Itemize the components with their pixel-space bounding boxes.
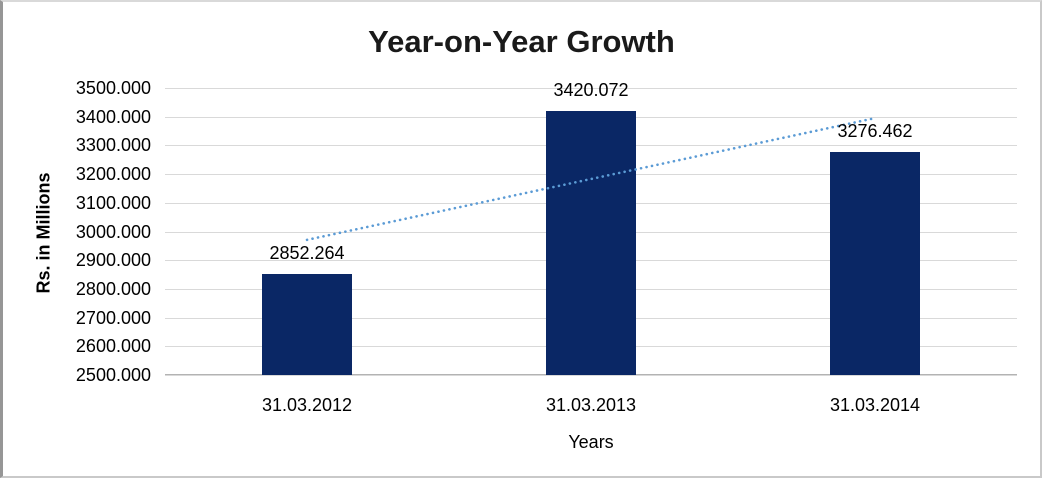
y-tick-label: 3100.000	[75, 192, 151, 213]
bar	[546, 110, 636, 375]
gridline	[165, 88, 1017, 89]
x-tick-label: 31.03.2014	[829, 395, 921, 415]
y-tick-label: 3300.000	[75, 135, 151, 156]
y-tick-label: 3500.000	[75, 78, 151, 98]
bar-value-label: 3420.072	[553, 79, 629, 100]
y-tick-label: 3400.000	[75, 106, 151, 127]
y-tick-label: 3000.000	[75, 221, 151, 242]
x-tick-label: 31.03.2013	[545, 395, 637, 415]
bar-value-label: 3276.462	[837, 121, 913, 142]
x-axis-title: Years	[568, 432, 614, 452]
bar	[830, 152, 920, 375]
y-tick-label: 2900.000	[75, 250, 151, 271]
bar-value-label: 2852.264	[269, 242, 345, 263]
bar	[262, 273, 352, 375]
y-tick-label: 3200.000	[75, 164, 151, 185]
y-axis-title: Rs. in Millions	[33, 172, 54, 294]
y-tick-label: 2600.000	[75, 336, 151, 357]
y-tick-label: 2500.000	[75, 365, 151, 385]
y-tick-label: 2800.000	[75, 278, 151, 299]
gridline	[165, 375, 1017, 376]
chart-title: Year-on-Year Growth	[368, 24, 675, 59]
x-tick-label: 31.03.2012	[261, 395, 353, 415]
y-tick-label: 2700.000	[75, 307, 151, 328]
plot-area: 2852.264 3420.072 3276.462	[165, 80, 1017, 376]
